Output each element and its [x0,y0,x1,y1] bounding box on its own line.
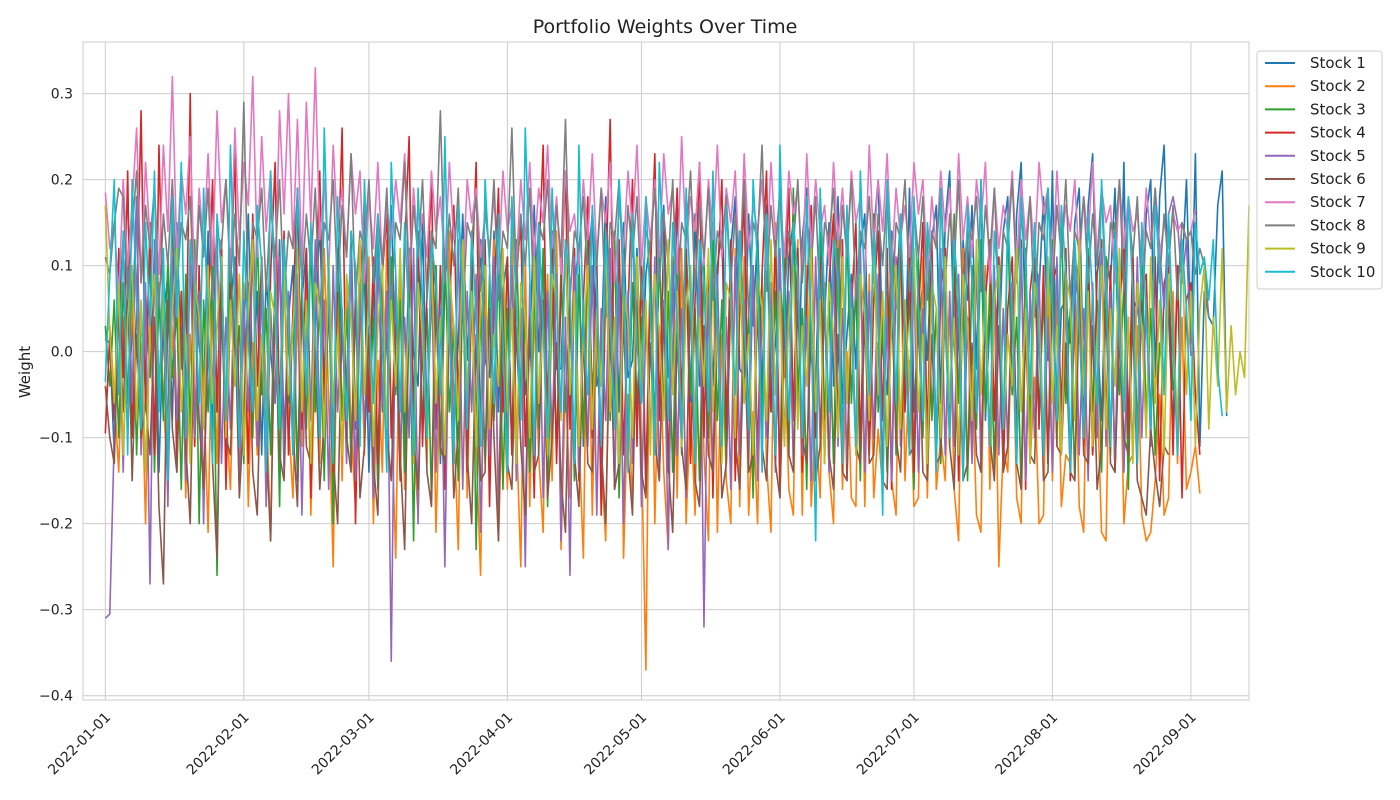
legend-label: Stock 8 [1310,216,1366,234]
legend-label: Stock 1 [1310,54,1366,72]
x-tick-label: 2022-09-01 [1131,710,1200,779]
plot-frame [82,41,1250,701]
x-tick-labels: 2022-01-01 2022-02-01 2022-03-01 2022-04-01… [45,710,1199,779]
legend-box [1256,50,1383,290]
legend-label: Stock 6 [1310,170,1366,188]
chart-title: Portfolio Weights Over Time [533,16,798,38]
legend-label: Stock 2 [1310,77,1366,95]
y-tick-label: 0.2 [51,173,73,189]
x-tick-label: 2022-08-01 [992,710,1061,779]
y-axis-label: Weight [16,346,34,398]
legend-label: Stock 5 [1310,147,1366,165]
legend-label: Stock 3 [1310,100,1366,118]
legend-label: Stock 7 [1310,193,1366,211]
y-tick-label: 0.3 [51,87,73,103]
y-tick-label: −0.2 [39,517,73,533]
y-tick-labels: −0.4 −0.3 −0.2 −0.1 0.0 0.1 0.2 0.3 [39,87,73,705]
y-tick-label: −0.4 [39,689,73,705]
y-tick-label: −0.1 [39,431,73,447]
y-tick-label: −0.3 [39,603,73,619]
x-tick-label: 2022-02-01 [184,710,253,779]
x-tick-label: 2022-01-01 [45,710,114,779]
legend: Stock 1 Stock 2 Stock 3 Stock 4 Stock 5 Stock… [1256,50,1383,290]
series-line [104,282,1170,585]
x-tick-label: 2022-07-01 [854,710,923,779]
y-tick-label: 0.0 [51,345,73,361]
series-lines [104,67,1250,671]
legend-label: Stock 4 [1310,124,1366,142]
x-tick-label: 2022-06-01 [720,710,789,779]
series-line [104,127,1223,542]
legend-label: Stock 10 [1310,263,1375,281]
legend-label: Stock 9 [1310,240,1366,258]
y-tick-label: 0.1 [51,259,73,275]
x-tick-label: 2022-04-01 [447,710,516,779]
x-tick-label: 2022-05-01 [581,710,650,779]
x-tick-label: 2022-03-01 [309,710,378,779]
